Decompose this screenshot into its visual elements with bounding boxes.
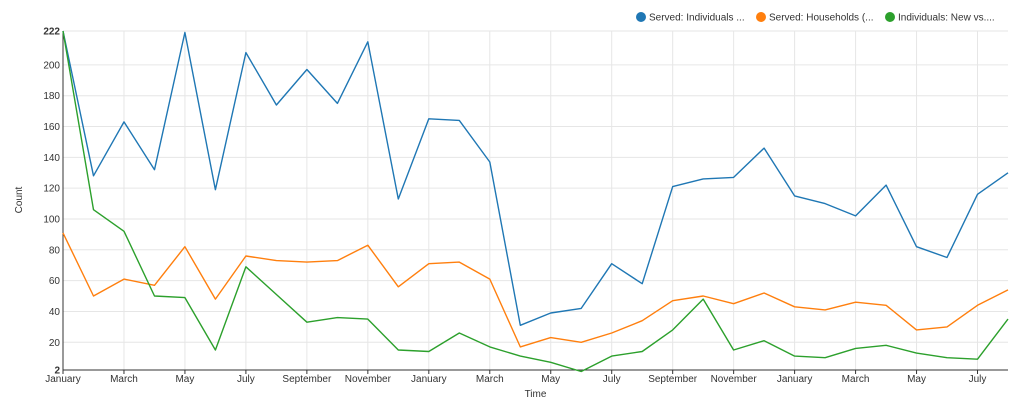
series-line-2 (62, 232, 1009, 348)
y-tick-label: 180 (43, 91, 60, 102)
x-tick-label: May (907, 374, 926, 385)
x-tick-labels: January March May July September November Janu… (45, 374, 986, 385)
y-axis-title: Count (14, 186, 25, 213)
x-tick-label: July (603, 374, 621, 385)
series-line-3 (62, 30, 1009, 373)
y-tick-labels: 2 20 40 60 80 100 120 140 160 180 200 222 (43, 27, 60, 377)
legend-label: Served: Individuals ... (649, 13, 745, 24)
x-tick-label: September (282, 374, 332, 385)
x-tick-label: November (711, 374, 758, 385)
y-tick-label: 60 (49, 276, 61, 287)
y-tick-label: 222 (43, 27, 60, 38)
y-tick-label: 100 (43, 214, 60, 225)
axes (62, 31, 1008, 371)
series-lines (62, 30, 1009, 373)
y-tick-label: 160 (43, 122, 60, 133)
series-line-1 (62, 30, 1009, 326)
x-tick-label: May (175, 374, 194, 385)
x-axis-title: Time (525, 389, 547, 400)
x-tick-label: May (541, 374, 560, 385)
legend-label: Served: Households (... (769, 13, 874, 24)
y-tick-label: 140 (43, 153, 60, 164)
x-tick-label: March (842, 374, 870, 385)
y-tick-label: 20 (49, 338, 61, 349)
x-tick-label: January (777, 374, 813, 385)
x-tick-label: July (237, 374, 255, 385)
legend-marker (756, 12, 766, 22)
x-tick-label: January (45, 374, 81, 385)
y-tick-label: 120 (43, 184, 60, 195)
x-tick-label: September (648, 374, 698, 385)
y-tick-label: 80 (49, 245, 61, 256)
x-tick-label: November (345, 374, 392, 385)
x-tick-label: July (969, 374, 987, 385)
legend-marker (885, 12, 895, 22)
y-tick-label: 200 (43, 60, 60, 71)
x-tick-label: March (110, 374, 138, 385)
legend-label: Individuals: New vs.... (898, 13, 995, 24)
y-tick-label: 40 (49, 307, 61, 318)
legend: Served: Individuals ... Served: Household… (636, 12, 995, 24)
legend-marker (636, 12, 646, 22)
x-tick-label: January (411, 374, 447, 385)
grid (62, 30, 1008, 374)
x-tick-label: March (476, 374, 504, 385)
y-tick-label: 2 (54, 366, 60, 377)
